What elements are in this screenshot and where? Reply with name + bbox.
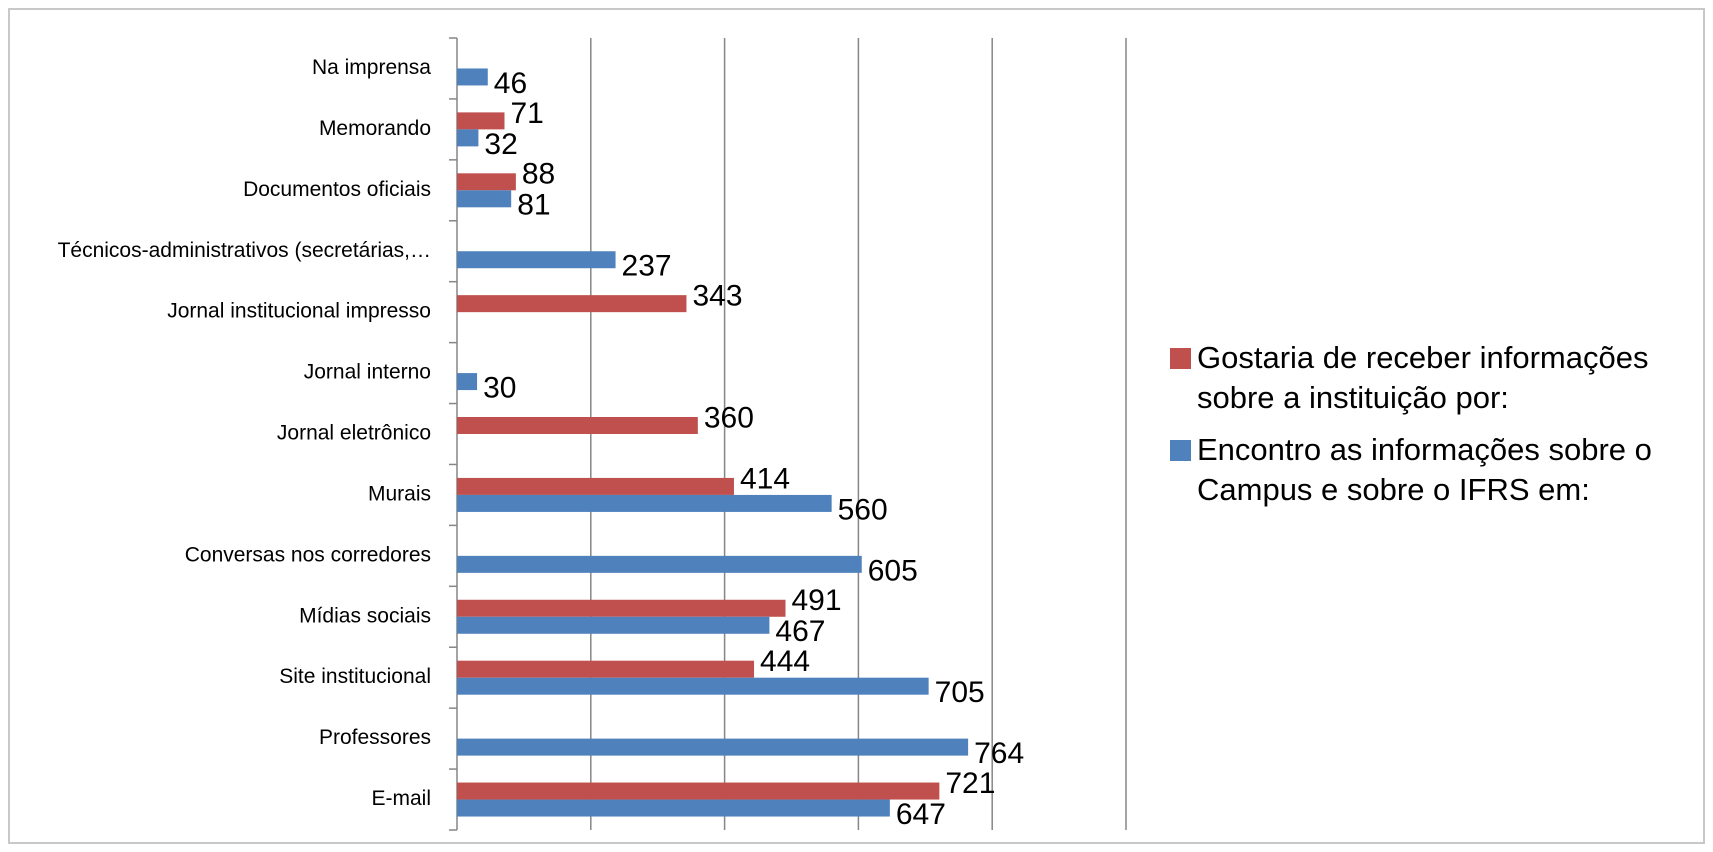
bar [457, 129, 479, 147]
data-label: 467 [775, 615, 825, 648]
bar [457, 494, 832, 512]
data-label: 360 [704, 401, 754, 434]
bar [457, 660, 755, 678]
legend-label: Gostaria de receber informações sobre a … [1197, 340, 1649, 415]
bar [457, 738, 969, 756]
bar [457, 417, 698, 434]
y-tick-label: Jornal interno [304, 361, 431, 384]
legend-swatch [1170, 348, 1191, 369]
data-label: 647 [896, 798, 946, 831]
data-label: 88 [522, 158, 555, 191]
data-label: 237 [622, 250, 672, 283]
y-tick-label: Memorando [319, 117, 431, 140]
bar [457, 373, 478, 391]
y-tick-label: E-mail [371, 787, 431, 810]
bar [457, 295, 687, 313]
bar [457, 616, 770, 634]
legend: Gostaria de receber informações sobre a … [1170, 338, 1710, 522]
bar [457, 555, 862, 573]
data-label: 444 [760, 645, 810, 678]
bar [457, 190, 512, 208]
y-tick-label: Documentos oficiais [243, 178, 431, 201]
y-tick-label: Professores [319, 726, 431, 749]
y-tick-label: Mídias sociais [299, 604, 431, 627]
data-label: 81 [517, 189, 550, 222]
data-label: 30 [483, 371, 516, 404]
bar [457, 173, 516, 191]
data-label: 71 [510, 97, 543, 130]
y-tick-label: Murais [368, 482, 431, 505]
data-label: 705 [935, 676, 985, 709]
bar [457, 677, 929, 695]
bar [457, 251, 616, 269]
y-tick-label: Jornal eletrônico [277, 422, 431, 445]
data-label: 46 [494, 67, 527, 100]
data-label: 721 [945, 767, 995, 800]
data-label: 605 [868, 554, 918, 587]
bar [457, 112, 505, 130]
bar [457, 68, 488, 86]
data-label: 414 [740, 462, 790, 495]
bar [457, 799, 890, 817]
legend-item: Encontro as informações sobre o Campus e… [1170, 430, 1710, 510]
data-label: 764 [974, 737, 1024, 770]
data-label: 491 [791, 584, 841, 617]
data-label: 343 [692, 280, 742, 313]
bar [457, 599, 786, 617]
y-tick-label: Técnicos-administrativos (secretárias,… [58, 239, 431, 262]
y-tick-label: Conversas nos corredores [185, 543, 431, 566]
legend-item: Gostaria de receber informações sobre a … [1170, 338, 1710, 418]
y-tick-label: Jornal institucional impresso [167, 300, 431, 323]
bar [457, 782, 940, 800]
y-tick-label: Na imprensa [312, 56, 431, 79]
y-tick-label: Site institucional [279, 665, 431, 688]
frame [8, 8, 1705, 844]
bar [457, 477, 734, 495]
data-label: 32 [484, 128, 517, 161]
legend-label: Encontro as informações sobre o Campus e… [1197, 432, 1652, 507]
legend-swatch [1170, 440, 1191, 461]
data-label: 560 [838, 493, 888, 526]
